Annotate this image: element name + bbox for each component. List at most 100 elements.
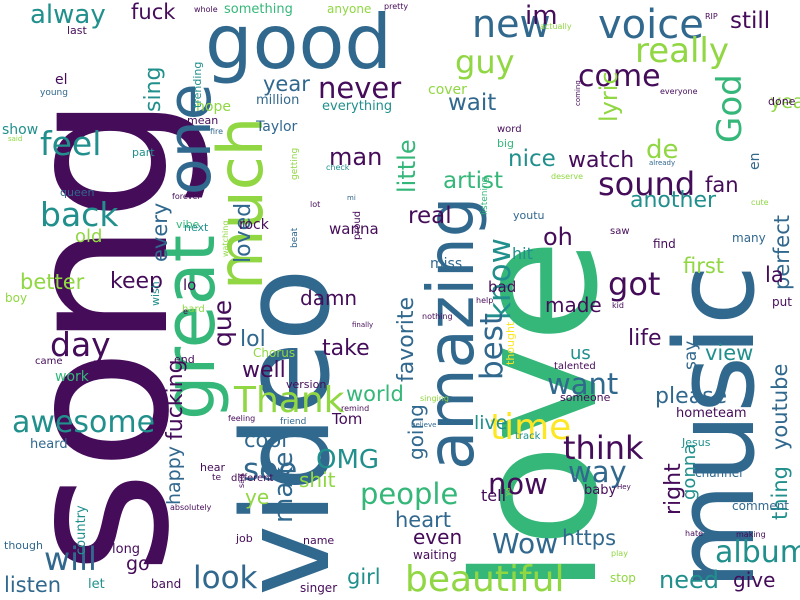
cloud-word: help [476,296,494,305]
cloud-word: play [611,549,628,558]
cloud-word: hear [200,461,226,474]
cloud-word: boy [5,291,28,305]
cloud-word: little [393,139,421,193]
cloud-word: tell [481,486,507,505]
cloud-word: work [55,369,89,385]
cloud-word: miss [430,256,463,272]
cloud-word: good [205,0,392,86]
cloud-word: come [578,59,661,94]
cloud-word: band [151,577,182,591]
cloud-word: version [286,378,327,391]
cloud-word: better [20,270,85,294]
cloud-word: long [112,542,141,557]
cloud-word: many [732,231,766,245]
cloud-word: world [346,382,404,406]
cloud-word: happy [163,445,185,505]
cloud-word: vibe [176,218,200,231]
cloud-word: listen [4,573,62,597]
cloud-word: put [772,295,792,309]
cloud-word: something [224,2,293,17]
cloud-word: stop [610,571,636,585]
cloud-word: now [488,467,548,501]
cloud-word: absolutely [170,503,212,512]
cloud-word: channel [695,466,743,480]
cloud-word: coming [574,80,582,106]
cloud-word: pretty [384,2,409,11]
cloud-word: back [40,195,119,234]
cloud-word: view [705,341,754,365]
cloud-word: even [413,525,463,549]
cloud-word: old [75,226,103,247]
cloud-word: album [715,535,800,570]
cloud-word: year [263,72,310,96]
cloud-word: kid [612,301,624,310]
cloud-word: youtube [768,363,792,450]
cloud-word: though [4,539,43,552]
cloud-word: wanna [329,220,379,238]
cloud-word: sing [141,66,166,112]
cloud-word: mean [187,114,219,127]
cloud-word: voice [598,2,704,48]
cloud-word: girl [347,565,381,589]
cloud-word: youtu [513,209,545,222]
cloud-word: lot [310,200,321,209]
cloud-word: Thank [234,380,345,421]
cloud-word: go [126,553,150,575]
cloud-word: OMG [316,445,380,475]
cloud-word: getting [290,147,300,180]
cloud-word: Chorus [253,346,296,360]
cloud-word: wait [448,90,497,116]
cloud-word: let [88,577,105,592]
cloud-word: lo [183,276,197,294]
cloud-word: Jesus [682,436,711,449]
cloud-word: different [231,473,274,484]
cloud-word: hometeam [676,406,747,421]
cloud-word: lyric [595,71,623,122]
cloud-word: really [635,31,729,71]
cloud-word: saw [610,226,630,237]
cloud-word: talented [554,361,596,372]
cloud-word: going [404,404,428,460]
cloud-word: queen [60,186,95,199]
cloud-word: forever [172,192,201,201]
cloud-word: show [2,122,39,138]
cloud-word: new [472,2,551,46]
cloud-word: baby [584,483,617,498]
cloud-word: last [67,24,87,37]
cloud-word: keep [110,269,163,294]
cloud-word: nice [508,146,556,172]
cloud-word: listening [480,176,490,215]
cloud-word: oh [543,223,573,251]
cloud-word: need [659,566,719,594]
cloud-word: real [408,203,452,229]
cloud-word: hate [685,529,704,538]
cloud-word: million [256,93,300,108]
cloud-word: live [474,412,508,434]
cloud-word: awesome [12,405,156,440]
cloud-word: trending [191,61,204,108]
cloud-word: hope [196,99,231,115]
cloud-word: came [35,356,63,367]
cloud-word: never [318,71,402,105]
cloud-word: time [490,407,572,448]
cloud-word: remind [341,404,370,413]
cloud-word: see [243,452,298,488]
cloud-word: already [649,159,676,167]
cloud-word: making [736,530,766,539]
cloud-word: make [269,451,299,523]
cloud-word: hit [512,244,533,263]
cloud-word: people [360,477,459,511]
cloud-word: way [568,455,627,489]
cloud-word: singer [300,581,338,595]
cloud-word: damn [300,286,358,310]
cloud-word: nothing [422,312,453,321]
cloud-word: mi [347,194,356,202]
cloud-word: lol [240,327,266,352]
cloud-word: still [730,8,771,34]
cloud-word: God [710,74,750,143]
cloud-word: friend [280,417,307,427]
cloud-word: wish [149,281,162,306]
cloud-word: https [562,526,617,550]
cloud-word: young [40,88,68,98]
